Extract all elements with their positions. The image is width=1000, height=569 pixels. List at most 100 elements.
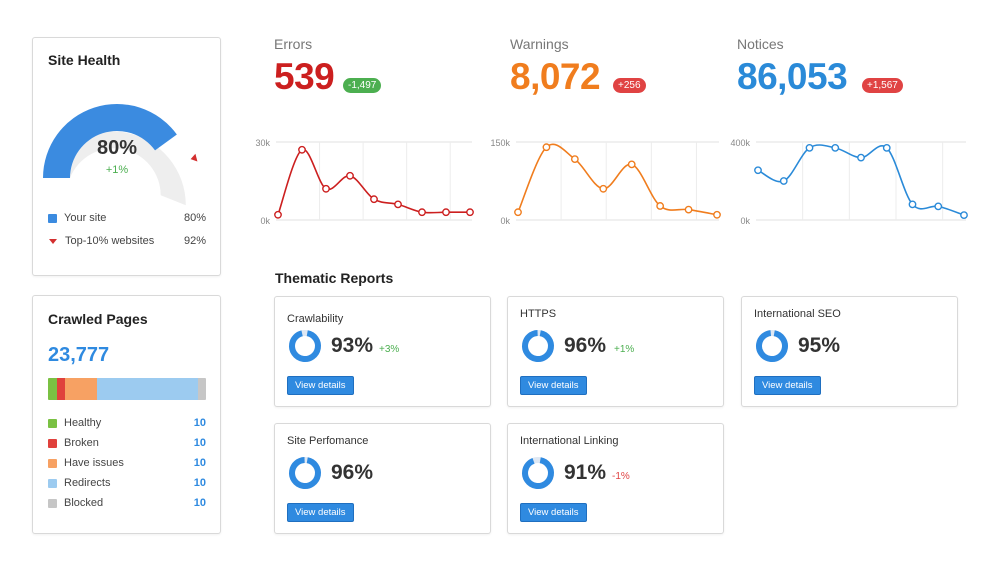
report-title: Crawlability (287, 313, 344, 325)
site-health-delta: +1% (106, 164, 129, 176)
report-site-performance[interactable]: Site Perfomance 96% View details (274, 423, 491, 534)
data-point (857, 153, 865, 162)
notices-badge: +1,567 (862, 78, 903, 93)
notices-chart: 400k 0k (730, 138, 968, 226)
view-details-button[interactable]: View details (520, 376, 587, 395)
row-value[interactable]: 10 (193, 477, 206, 489)
report-https[interactable]: HTTPS 96% +1% View details (507, 296, 724, 407)
thematic-reports-title: Thematic Reports (275, 270, 394, 286)
row-value[interactable]: 10 (193, 457, 206, 469)
legend-top10: Top-10% websites 92% (48, 235, 206, 247)
errors-badge: -1,497 (343, 78, 382, 93)
international-linking-ring (522, 457, 554, 489)
redirects-swatch (48, 478, 57, 488)
data-point (882, 143, 891, 152)
errors-chart: 30k 0k (255, 138, 474, 226)
errors-value[interactable]: 539 (274, 56, 335, 97)
notices-title: Notices (737, 36, 784, 52)
crawled-pages-count[interactable]: 23,777 (48, 344, 110, 366)
bar-blocked (198, 378, 206, 400)
international-seo-ring (756, 330, 788, 362)
row-label: Blocked (64, 497, 104, 509)
site-performance-ring (289, 457, 321, 489)
data-point (627, 160, 636, 169)
data-point (274, 210, 282, 219)
ring-fill (522, 457, 554, 489)
y-tick-label: 0k (500, 216, 510, 226)
report-title: International SEO (754, 308, 841, 320)
data-point (442, 208, 450, 217)
data-point (418, 208, 426, 217)
data-point (370, 195, 378, 204)
ring-fill (756, 330, 788, 362)
data-point (713, 210, 721, 219)
data-point (934, 202, 943, 211)
view-details-button[interactable]: View details (287, 376, 354, 395)
row-label: Healthy (64, 417, 102, 429)
row-label: Have issues (64, 457, 124, 469)
report-international-seo[interactable]: International SEO 95% View details (741, 296, 958, 407)
y-tick-label: 150k (490, 138, 510, 148)
data-point (599, 184, 608, 193)
data-point (754, 166, 762, 175)
broken-swatch (48, 438, 57, 448)
bar-have-issues (65, 378, 97, 400)
data-point (908, 200, 917, 209)
crawled-pages-bar (48, 378, 206, 400)
legend-value: 92% (183, 235, 206, 247)
legend-label: Your site (64, 212, 107, 224)
y-tick-label: 400k (730, 138, 750, 148)
have-issues-swatch (48, 458, 57, 468)
errors-metric: Errors 539 -1,497 30k 0k (248, 36, 483, 236)
gauge-top10-marker (190, 153, 198, 162)
data-point (684, 205, 693, 214)
row-value[interactable]: 10 (193, 417, 206, 429)
report-crawlability[interactable]: Crawlability 93% +3% View details (274, 296, 491, 407)
data-point (466, 208, 474, 217)
report-delta: -1% (612, 471, 630, 482)
data-point (346, 171, 354, 180)
legend-label: Top-10% websites (65, 235, 155, 247)
view-details-button[interactable]: View details (520, 503, 587, 522)
report-percent: 91% (564, 461, 607, 484)
blocked-swatch (48, 498, 57, 508)
data-point (831, 143, 840, 152)
healthy-swatch (48, 418, 57, 428)
y-tick-label: 0k (740, 216, 750, 226)
your-site-swatch (48, 213, 57, 223)
report-delta: +1% (614, 344, 635, 355)
report-percent: 96% (331, 461, 374, 484)
series-line (277, 148, 470, 216)
data-point (542, 143, 551, 152)
crawled-pages-title: Crawled Pages (48, 311, 148, 327)
report-international-linking[interactable]: International Linking 91% -1% View detai… (507, 423, 724, 534)
report-percent: 93% (331, 334, 374, 357)
crawled-row-redirects: Redirects 10 (48, 477, 206, 489)
view-details-button[interactable]: View details (287, 503, 354, 522)
crawled-row-have-issues: Have issues 10 (48, 457, 206, 469)
data-point (779, 177, 788, 185)
report-title: HTTPS (520, 308, 557, 320)
crawled-pages-card: Crawled Pages 23,777 Healthy 10 Broken 1… (32, 295, 221, 534)
gauge-fill (43, 103, 177, 178)
row-value[interactable]: 10 (193, 437, 206, 449)
report-percent: 95% (798, 334, 841, 357)
ring-fill (522, 330, 554, 362)
data-point (322, 184, 330, 193)
errors-title: Errors (274, 36, 313, 52)
notices-value[interactable]: 86,053 (737, 56, 848, 97)
report-title: International Linking (520, 435, 619, 447)
crawled-row-healthy: Healthy 10 (48, 417, 206, 429)
site-health-card: Site Health 80% +1% Your site 80% Top-10… (32, 37, 221, 276)
data-point (805, 143, 814, 152)
site-health-score: 80% (97, 137, 137, 159)
top10-triangle-icon (49, 238, 57, 244)
view-details-button[interactable]: View details (754, 376, 821, 395)
site-health-gauge: 80% +1% (43, 103, 198, 206)
bar-redirects (96, 378, 199, 400)
row-value[interactable]: 10 (193, 497, 206, 509)
warnings-value[interactable]: 8,072 (510, 56, 601, 97)
series-line (517, 143, 718, 216)
data-point (298, 145, 306, 154)
warnings-title: Warnings (510, 36, 569, 52)
